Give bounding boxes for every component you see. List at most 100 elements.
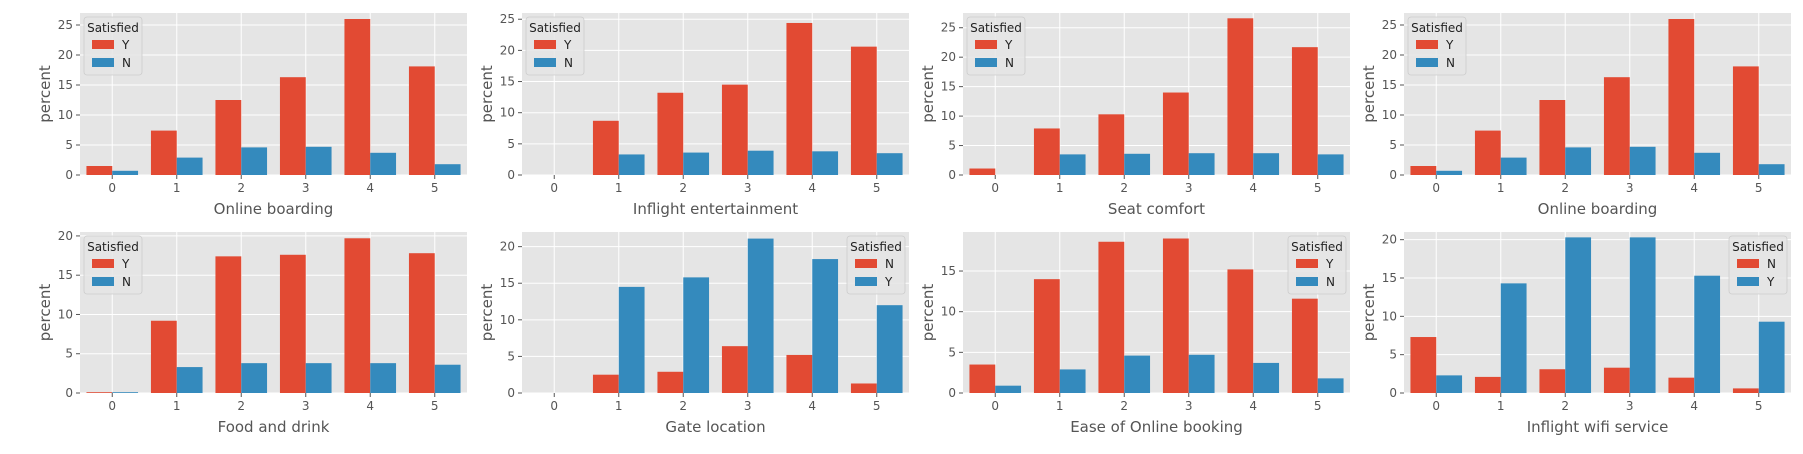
x-axis-label: Ease of Online booking <box>1070 418 1243 436</box>
bar-N-2 <box>1124 355 1151 393</box>
bar-N-5 <box>434 364 461 393</box>
bar-Y-4 <box>344 19 371 175</box>
y-tick-label: 20 <box>500 240 515 254</box>
bar-Y-4 <box>1227 18 1254 175</box>
bar-N-2 <box>683 152 710 175</box>
bar-N-4 <box>370 152 397 175</box>
x-axis-label: Food and drink <box>218 418 330 436</box>
bar-Y-5 <box>408 253 435 393</box>
chart-panel-3: 0 5 10 15 20 25 0 1 2 3 4 5 Seat comfort percent Satis… <box>919 13 1350 218</box>
bar-N-5 <box>1758 164 1785 175</box>
x-tick-label: 1 <box>1056 399 1064 413</box>
legend-swatch-N <box>92 277 114 286</box>
x-tick-label: 4 <box>808 181 816 195</box>
y-tick-label: 20 <box>1382 233 1397 247</box>
legend-title: Satisfied <box>1732 240 1784 254</box>
x-tick-label: 0 <box>1432 399 1440 413</box>
legend-title: Satisfied <box>1411 21 1463 35</box>
legend-entry-N: N <box>1767 257 1776 271</box>
plot-background <box>963 13 1350 175</box>
bar-Y-2 <box>1098 241 1125 393</box>
x-tick-label: 2 <box>1120 399 1128 413</box>
bar-Y-4 <box>786 22 813 175</box>
chart-panel-7: 0 5 10 15 0 1 2 3 4 5 Ease of Online booking percen… <box>919 232 1350 436</box>
bar-N-4 <box>812 151 839 175</box>
bar-N-2 <box>241 147 268 175</box>
legend-entry-N: N <box>1005 56 1014 70</box>
x-tick-label: 1 <box>1056 181 1064 195</box>
y-tick-label: 20 <box>500 43 515 57</box>
bar-N-5 <box>876 153 903 175</box>
bar-Y-4 <box>1227 269 1254 393</box>
bar-N-5 <box>1732 388 1759 393</box>
bar-N-2 <box>657 371 684 393</box>
y-tick-label: 0 <box>948 386 956 400</box>
x-tick-label: 1 <box>1497 181 1505 195</box>
legend-swatch-N <box>855 259 877 268</box>
x-tick-label: 3 <box>1185 399 1193 413</box>
y-tick-label: 15 <box>1382 78 1397 92</box>
bar-Y-3 <box>1162 92 1189 175</box>
bar-N-0 <box>995 385 1022 393</box>
legend-swatch-Y <box>855 277 877 286</box>
x-tick-label: 3 <box>1626 181 1634 195</box>
legend-title: Satisfied <box>970 21 1022 35</box>
y-tick-label: 15 <box>941 264 956 278</box>
legend-title: Satisfied <box>87 21 139 35</box>
bar-N-2 <box>1539 369 1566 393</box>
x-axis-label: Inflight wifi service <box>1527 418 1669 436</box>
chart-panel-5: 0 5 10 15 20 0 1 2 3 4 5 Food and drink percent Satis… <box>36 229 467 436</box>
bar-Y-1 <box>1033 128 1060 175</box>
bar-N-4 <box>1253 153 1280 175</box>
bar-Y-5 <box>1291 298 1318 393</box>
plot-background <box>522 232 909 393</box>
x-tick-label: 5 <box>431 399 439 413</box>
y-tick-label: 10 <box>941 109 956 123</box>
bar-Y-3 <box>279 254 306 393</box>
y-tick-label: 0 <box>507 386 515 400</box>
y-tick-label: 5 <box>507 349 515 363</box>
legend-entry-Y: Y <box>121 257 130 271</box>
x-tick-label: 2 <box>679 181 687 195</box>
legend-entry-Y: Y <box>1766 275 1775 289</box>
x-tick-label: 5 <box>1314 181 1322 195</box>
bar-N-3 <box>305 146 332 175</box>
y-tick-label: 15 <box>500 276 515 290</box>
chart-panel-4: 0 5 10 15 20 25 0 1 2 3 4 5 Online boarding percent Sa… <box>1360 13 1791 218</box>
bar-N-1 <box>1059 154 1086 175</box>
y-tick-label: 15 <box>58 78 73 92</box>
y-tick-label: 0 <box>65 386 73 400</box>
legend: Satisfied YN <box>1287 235 1347 295</box>
bar-Y-2 <box>215 100 242 175</box>
bar-N-4 <box>370 363 397 393</box>
bar-N-5 <box>434 164 461 175</box>
legend-swatch-N <box>92 58 114 67</box>
y-tick-label: 0 <box>1389 168 1397 182</box>
legend-entry-Y: Y <box>121 38 130 52</box>
x-tick-label: 5 <box>1755 181 1763 195</box>
y-axis-label: percent <box>1360 284 1378 342</box>
bar-Y-2 <box>1539 100 1566 175</box>
x-tick-label: 4 <box>808 399 816 413</box>
legend-entry-N: N <box>1326 275 1335 289</box>
legend-title: Satisfied <box>87 240 139 254</box>
x-tick-label: 0 <box>108 399 116 413</box>
x-axis-label: Inflight entertainment <box>633 200 798 218</box>
x-tick-label: 1 <box>1497 399 1505 413</box>
bar-Y-2 <box>215 256 242 393</box>
x-tick-label: 4 <box>366 399 374 413</box>
bar-N-1 <box>176 157 203 175</box>
bar-N-3 <box>1629 146 1656 175</box>
bar-Y-2 <box>1098 114 1125 175</box>
x-tick-label: 0 <box>991 181 999 195</box>
bar-Y-1 <box>150 130 177 175</box>
plot-background <box>1404 13 1791 175</box>
plot-background <box>80 13 467 175</box>
chart-panel-8: 0 5 10 15 20 0 1 2 3 4 5 Inflight wifi service perce… <box>1360 232 1791 436</box>
bar-N-5 <box>1317 378 1344 393</box>
legend-title: Satisfied <box>1291 240 1343 254</box>
x-tick-label: 3 <box>1185 181 1193 195</box>
bar-N-4 <box>1253 362 1280 393</box>
x-tick-label: 2 <box>679 399 687 413</box>
